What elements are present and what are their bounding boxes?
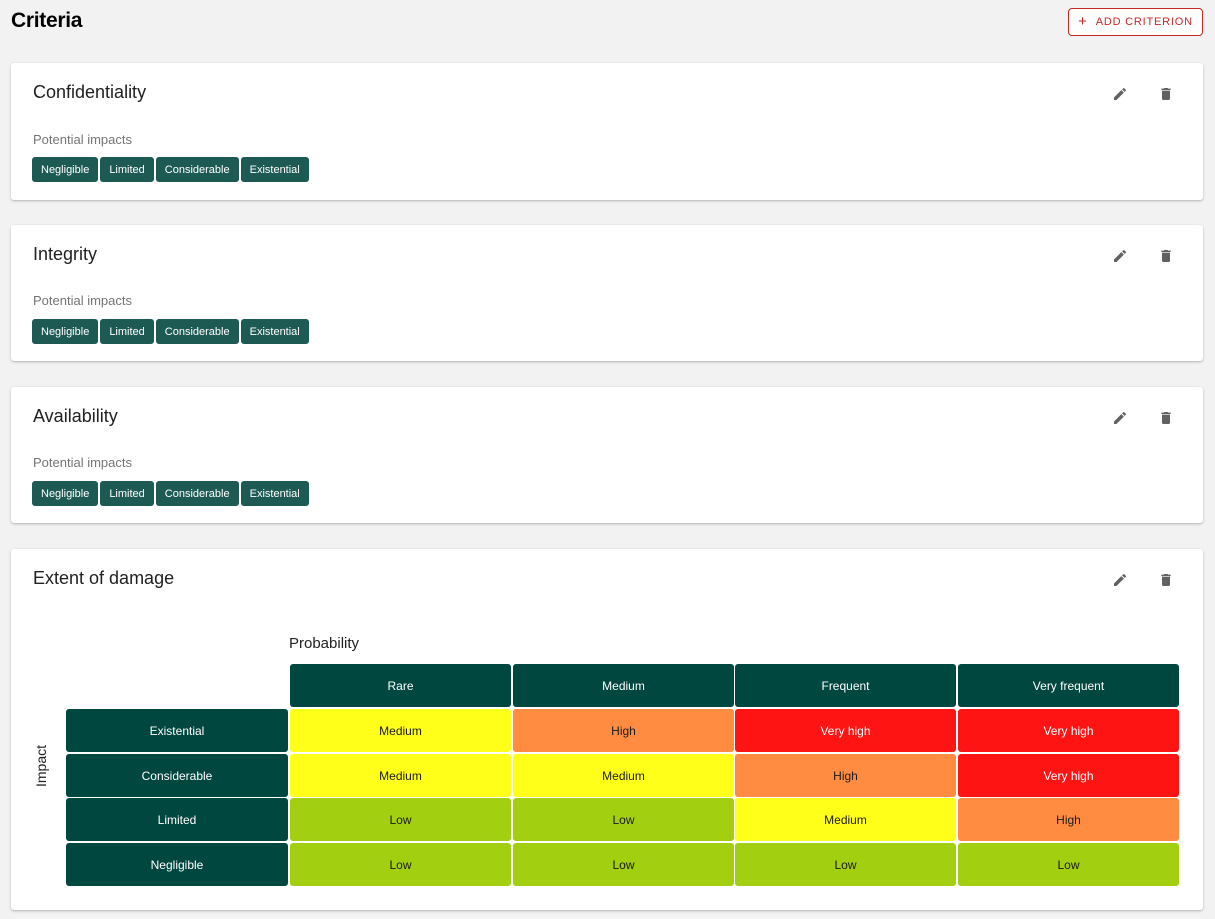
impact-row-header: Existential (66, 709, 288, 752)
probability-header: Frequent (735, 664, 956, 707)
pencil-icon[interactable] (1111, 571, 1129, 589)
trash-icon[interactable] (1157, 85, 1175, 103)
risk-cell: Very high (735, 709, 956, 752)
criterion-title: Availability (33, 406, 118, 426)
impact-chips: Negligible Limited Considerable Existent… (32, 319, 309, 344)
impact-chip: Negligible (32, 319, 99, 344)
plus-icon: + (1078, 13, 1088, 30)
impact-chip: Existential (240, 157, 309, 182)
impact-chip: Limited (100, 319, 154, 344)
risk-cell: Low (513, 798, 734, 841)
pencil-icon[interactable] (1111, 85, 1129, 103)
risk-cell: Medium (513, 754, 734, 797)
trash-icon[interactable] (1157, 409, 1175, 427)
impacts-label: Potential impacts (33, 455, 132, 470)
risk-cell: Very high (958, 754, 1179, 797)
page-title: Criteria (11, 9, 83, 32)
impact-chip: Negligible (32, 157, 99, 182)
impact-chip: Considerable (155, 157, 239, 182)
criterion-title: Confidentiality (33, 82, 147, 102)
risk-cell: High (513, 709, 734, 752)
impact-row-header: Considerable (66, 754, 288, 797)
impact-chip: Existential (240, 481, 309, 506)
risk-cell: Low (735, 843, 956, 886)
impact-chip: Considerable (155, 319, 239, 344)
risk-cell: Very high (958, 709, 1179, 752)
impact-chip: Existential (240, 319, 309, 344)
impacts-label: Potential impacts (33, 293, 132, 308)
risk-cell: High (735, 754, 956, 797)
probability-header: Very frequent (958, 664, 1179, 707)
risk-cell: Medium (290, 709, 511, 752)
risk-cell: Low (290, 798, 511, 841)
impacts-label: Potential impacts (33, 132, 132, 147)
impact-chip: Considerable (155, 481, 239, 506)
pencil-icon[interactable] (1111, 247, 1129, 265)
risk-cell: Medium (735, 798, 956, 841)
pencil-icon[interactable] (1111, 409, 1129, 427)
impact-chips: Negligible Limited Considerable Existent… (32, 157, 309, 182)
risk-cell: Low (958, 843, 1179, 886)
criterion-card-availability: Availability Potential impacts Negligibl… (11, 387, 1203, 523)
impact-chip: Negligible (32, 481, 99, 506)
risk-cell: High (958, 798, 1179, 841)
risk-cell: Medium (290, 754, 511, 797)
criterion-card-confidentiality: Confidentiality Potential impacts Neglig… (11, 63, 1203, 200)
criterion-card-integrity: Integrity Potential impacts Negligible L… (11, 225, 1203, 361)
criterion-card-extent-of-damage: Extent of damage Probability Impact Rare… (11, 549, 1203, 910)
add-criterion-label: ADD CRITERION (1095, 16, 1193, 28)
impact-chips: Negligible Limited Considerable Existent… (32, 481, 309, 506)
criterion-title: Extent of damage (33, 568, 175, 588)
impact-axis-label: Impact (33, 744, 49, 787)
impact-row-header: Negligible (66, 843, 288, 886)
impact-row-header: Limited (66, 798, 288, 841)
probability-header: Medium (513, 664, 734, 707)
probability-header: Rare (290, 664, 511, 707)
criterion-title: Integrity (33, 244, 98, 264)
trash-icon[interactable] (1157, 571, 1175, 589)
impact-chip: Limited (100, 157, 154, 182)
risk-cell: Low (290, 843, 511, 886)
probability-axis-label: Probability (289, 635, 360, 652)
trash-icon[interactable] (1157, 247, 1175, 265)
risk-cell: Low (513, 843, 734, 886)
impact-chip: Limited (100, 481, 154, 506)
add-criterion-button[interactable]: + ADD CRITERION (1068, 8, 1203, 36)
